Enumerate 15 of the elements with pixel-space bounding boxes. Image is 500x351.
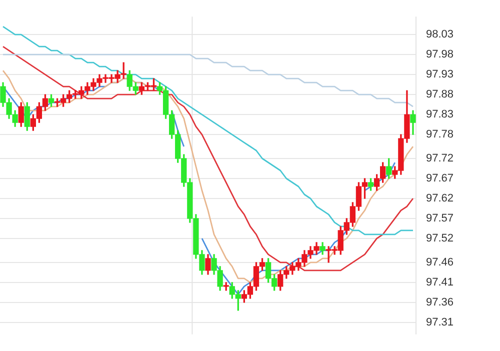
y-tick-label: 97.36 [426,296,454,308]
y-tick-label: 97.83 [426,108,454,121]
y-tick-label: 97.93 [426,68,454,81]
y-tick-label: 97.41 [426,276,454,288]
y-tick-label: 97.67 [426,172,454,185]
y-tick-label: 97.98 [426,48,454,61]
y-tick-label: 97.57 [426,212,454,225]
y-tick-label: 97.62 [426,192,454,205]
y-tick-label: 97.72 [426,152,454,165]
y-tick-label: 97.88 [426,88,454,101]
y-tick-label: 97.78 [426,128,454,141]
y-tick-label: 97.31 [426,316,454,328]
y-tick-label: 98.03 [426,28,454,41]
y-tick-label: 97.52 [426,232,454,244]
y-tick-label: 97.46 [426,256,454,268]
